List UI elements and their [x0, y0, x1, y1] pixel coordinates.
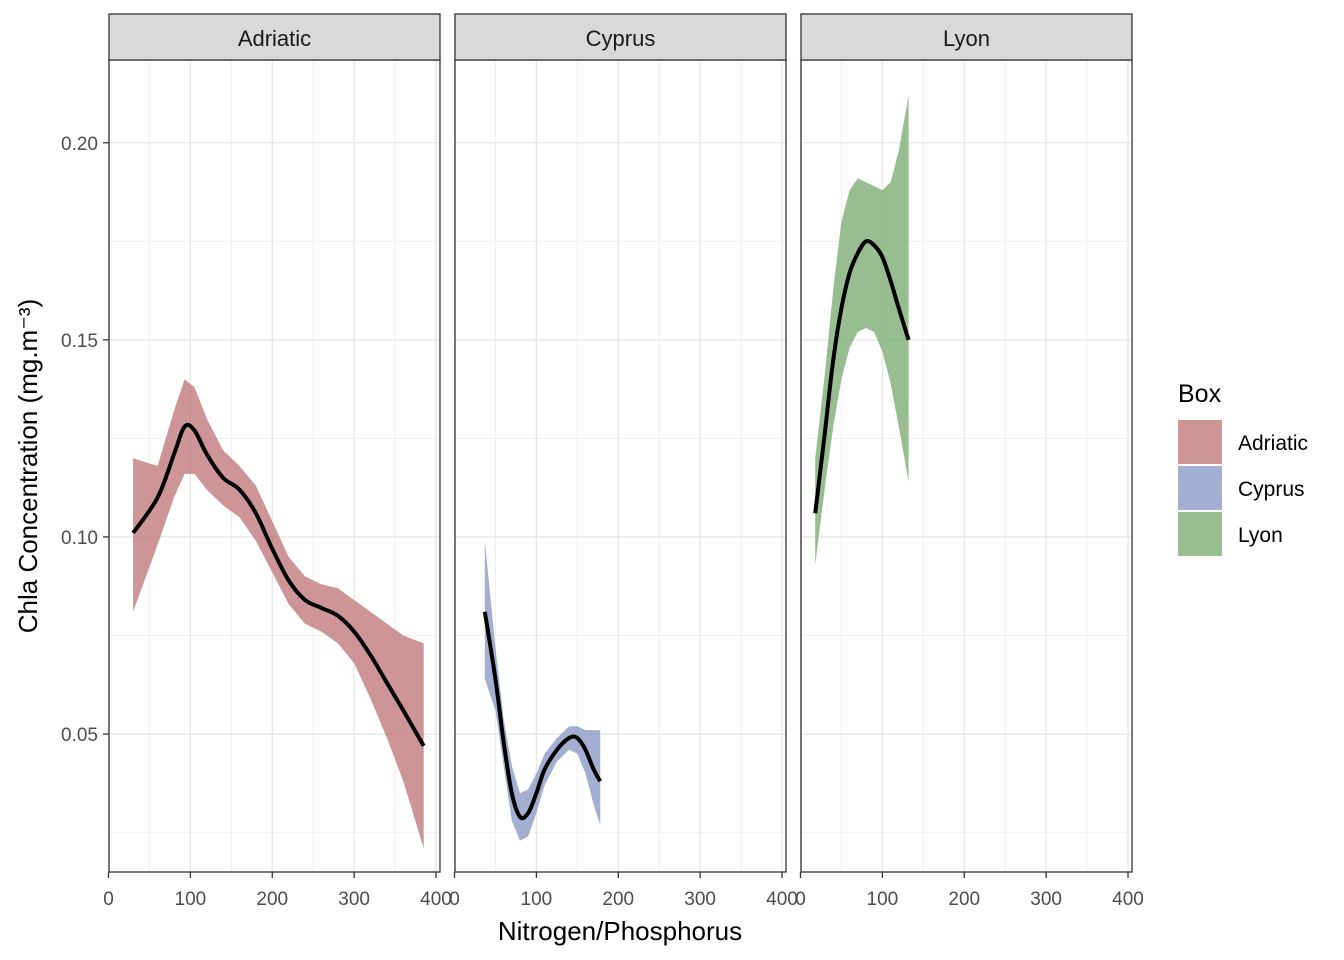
x-tick-label: 0 — [795, 889, 806, 910]
panel-adriatic: Adriatic 0 100 200 300 400 — [103, 13, 452, 910]
y-axis-title: Chla Concentration (mg.m⁻³) — [13, 299, 43, 634]
x-tick-label: 0 — [449, 889, 460, 910]
facet-strip-label: Cyprus — [586, 26, 656, 51]
smooth-line-cyprus — [482, 611, 602, 821]
facet-strip-label: Lyon — [943, 26, 990, 51]
y-tick-label: 0.10 — [61, 528, 98, 549]
y-tick-label: 0.15 — [61, 331, 98, 352]
x-tick-label: 400 — [420, 889, 452, 910]
confidence-band-lyon — [815, 95, 909, 565]
smooth-line-lyon — [813, 238, 911, 514]
facet-strip — [454, 13, 787, 61]
panel-background — [801, 60, 1132, 872]
legend-key-cyprus — [1178, 466, 1222, 510]
panel-background — [455, 60, 786, 872]
x-tick-label: 200 — [948, 889, 980, 910]
legend-key-adriatic — [1178, 420, 1222, 464]
x-tick-label: 0 — [103, 889, 114, 910]
x-axis-title: Nitrogen/Phosphorus — [498, 916, 742, 946]
legend-label-lyon: Lyon — [1238, 524, 1283, 547]
confidence-band-adriatic — [133, 379, 424, 849]
x-tick-label: 200 — [256, 889, 288, 910]
legend-key-lyon — [1178, 512, 1222, 556]
x-tick-label: 400 — [1112, 889, 1144, 910]
facet-strip — [800, 13, 1133, 61]
x-tick-label: 300 — [684, 889, 716, 910]
x-tick-label: 300 — [338, 889, 370, 910]
y-axis: 0.05 0.10 0.15 0.20 — [61, 134, 109, 746]
facet-strip — [108, 13, 441, 61]
x-tick-label: 200 — [602, 889, 634, 910]
panel-lyon: Lyon 0 100 200 300 400 — [795, 13, 1144, 910]
panels: Adriatic 0 100 200 300 400 Cyprus 0 100 200 300 400… — [103, 13, 1144, 910]
legend-label-adriatic: Adriatic — [1238, 432, 1308, 455]
y-tick-label: 0.05 — [61, 725, 98, 746]
x-tick-label: 100 — [867, 889, 899, 910]
x-tick-label: 400 — [766, 889, 798, 910]
x-tick-label: 300 — [1030, 889, 1062, 910]
x-tick-label: 100 — [175, 889, 207, 910]
panel-cyprus: Cyprus 0 100 200 300 400 — [449, 13, 798, 910]
facet-strip-label: Adriatic — [238, 26, 311, 51]
smooth-line-adriatic — [131, 422, 426, 747]
legend: Box Adriatic Cyprus Lyon — [1178, 380, 1308, 556]
legend-title: Box — [1178, 380, 1222, 408]
x-tick-label: 100 — [521, 889, 553, 910]
y-tick-label: 0.20 — [61, 134, 98, 155]
legend-label-cyprus: Cyprus — [1238, 478, 1305, 501]
